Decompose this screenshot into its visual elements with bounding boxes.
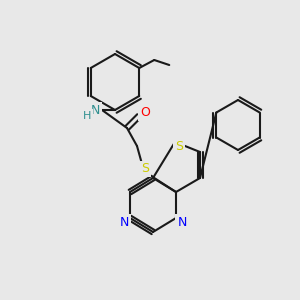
Text: S: S xyxy=(175,140,183,154)
Text: H: H xyxy=(83,111,91,121)
Text: N: N xyxy=(177,215,187,229)
Text: O: O xyxy=(140,106,150,119)
Text: N: N xyxy=(119,215,129,229)
Text: N: N xyxy=(90,103,100,116)
Text: S: S xyxy=(141,163,149,176)
